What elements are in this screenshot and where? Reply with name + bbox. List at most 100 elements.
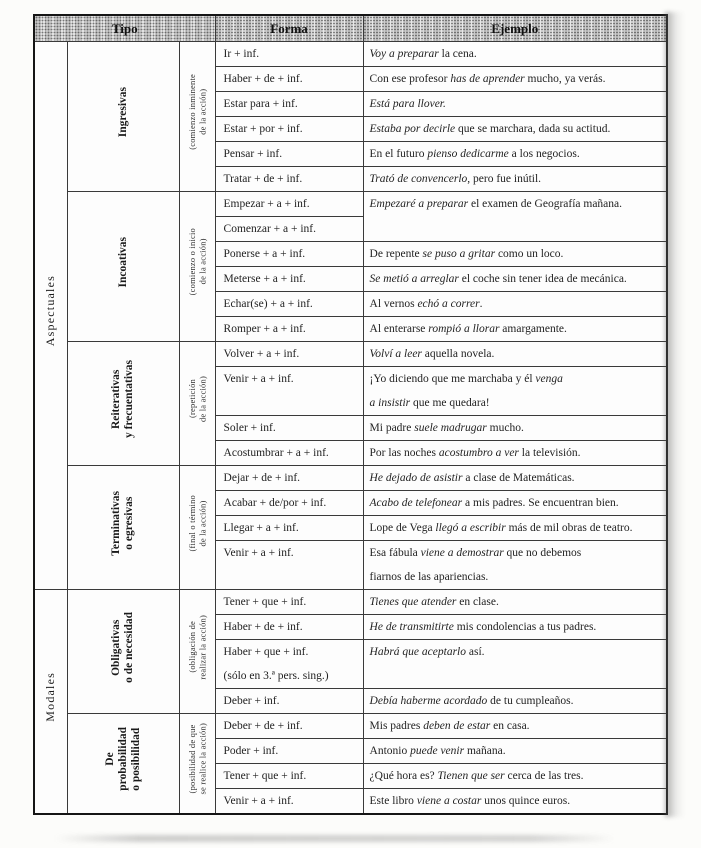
table-row: Comenzar + a + inf. [34, 216, 667, 242]
forma-cell: Tener + que + inf. [214, 589, 364, 615]
subtype-label: Obligativas o de necesidad [66, 589, 180, 714]
forma-cell: Tratar + de + inf. [214, 166, 364, 192]
ejemplo-cell: Se metió a arreglar el coche sin tener i… [362, 266, 668, 292]
ejemplo-cell: Al vernos echó a correr. [362, 291, 668, 317]
forma-cell: Haber + que + inf. (sólo en 3.ª pers. sin… [214, 639, 364, 689]
ejemplo-cell: Mi padre suele madrugar mucho. [362, 415, 668, 441]
subtype-label: Terminativas o egresivas [66, 465, 180, 590]
ejemplo-cell: Tienes que atender en clase. [362, 589, 668, 615]
forma-cell: Ponerse + a + inf. [214, 241, 364, 267]
ejemplo-cell: Voy a preparar la cena. [362, 41, 668, 67]
forma-cell: Deber + inf. [214, 688, 364, 714]
forma-cell: Soler + inf. [214, 415, 364, 441]
category-label-text: Aspectuales [43, 275, 58, 347]
forma-cell: Venir + a + inf. [214, 540, 364, 590]
subtype-description: (comienzo inminente de la acción) [178, 41, 216, 192]
forma-cell: Haber + de + inf. [214, 66, 364, 92]
scan-smudge-artifact [55, 835, 615, 842]
subtype-description-text: (posibilidad de que se realice la acción… [186, 723, 208, 795]
ejemplo-cell: Al enterarse rompió a llorar amargamente… [362, 316, 668, 342]
subtype-description: (comienzo o inicio de la acción) [178, 191, 216, 342]
forma-cell: Tener + que + inf. [214, 763, 364, 789]
table-row: Acabar + de/por + inf. Acabo de telefonea… [34, 490, 668, 516]
ejemplo-cell: Por las noches acostumbro a ver la telev… [362, 440, 668, 466]
ejemplo-cell: Volví a leer aquella novela. [362, 341, 668, 367]
ejemplo-cell: Estaba por decirle que se marchara, dada… [362, 116, 668, 142]
table-row: Meterse + a + inf. Se metió a arreglar el… [34, 266, 668, 292]
forma-cell: Acostumbrar + a + inf. [214, 440, 364, 466]
table-row: Acostumbrar + a + inf. Por las noches aco… [34, 440, 668, 466]
table-body: Aspectuales Ingresivas (comienzo inminente… [33, 41, 668, 815]
ejemplo-cell: He dejado de asistir a clase de Matemáti… [362, 465, 668, 491]
subtype-label-text: Incoativas [116, 236, 129, 288]
subtype-description: (repetición de la acción) [178, 341, 216, 466]
table-row: De probabilidad o posibilidad (posibilida… [34, 713, 668, 815]
forma-cell: Echar(se) + a + inf. [214, 291, 364, 317]
subtype-label-text: Reiterativas y frecuentativas [110, 359, 135, 439]
forma-cell: Ir + inf. [214, 41, 364, 67]
subtype-description: (posibilidad de que se realice la acción… [178, 713, 216, 815]
forma-cell: Comenzar + a + inf. [214, 216, 364, 242]
subtype-description: (final o término de la acción) [178, 465, 216, 590]
forma-cell: Estar + por + inf. [214, 116, 364, 142]
ejemplo-cell: Empezaré a preparar el examen de Geograf… [362, 191, 668, 242]
ejemplo-cell: Con ese profesor has de aprender mucho, … [362, 66, 668, 92]
ejemplo-cell: Trató de convencerlo, pero fue inútil. [362, 166, 668, 192]
table-row: Haber + de + inf. He de transmitirte mis … [34, 614, 668, 640]
ejemplo-cell: Está para llover. [362, 91, 668, 117]
table-row: Ponerse + a + inf. De repente se puso a g… [34, 241, 668, 267]
subtype-description-text: (repetición de la acción) [186, 375, 208, 423]
table-row: Poder + inf. Antonio puede venir mañana. [34, 738, 668, 764]
ejemplo-cell: ¿Qué hora es? Tienen que ser cerca de la… [362, 763, 668, 789]
scan-shadow-artifact [665, 12, 685, 817]
periphrasis-table: Tipo Forma Ejemplo Aspectuales Ingresivas… [33, 14, 669, 815]
forma-cell: Dejar + de + inf. [214, 465, 364, 491]
table-row: Estar + por + inf. Estaba por decirle que… [34, 116, 668, 142]
forma-cell: Romper + a + inf. [214, 316, 364, 342]
table-row: Terminativas o egresivas (final o término… [34, 465, 668, 590]
scanned-grammar-table: Tipo Forma Ejemplo Aspectuales Ingresivas… [33, 14, 669, 815]
table-row: Incoativas (comienzo o inicio de la acció… [34, 191, 668, 342]
subtype-description-text: (comienzo o inicio de la acción) [186, 228, 208, 296]
table-row: Deber + inf. Debía haberme acordado de tu… [34, 688, 668, 714]
forma-cell: Empezar + a + inf. [214, 191, 364, 217]
column-header-ejemplo: Ejemplo [362, 14, 668, 42]
category-label-text: Modales [43, 672, 58, 722]
subtype-description: (obligación de realizar la acción) [178, 589, 216, 714]
subtype-label-text: Terminativas o egresivas [110, 490, 135, 556]
forma-cell: Poder + inf. [214, 738, 364, 764]
ejemplo-cell: Este libro viene a costar unos quince eu… [362, 788, 668, 815]
table-row: Haber + de + inf. Con ese profesor has de… [34, 66, 668, 92]
ejemplo-cell: Acabo de telefonear a mis padres. Se enc… [362, 490, 668, 516]
table-row: Modales Obligativas o de necesidad (obliga… [33, 589, 668, 815]
table-row: Venir + a + inf. Este libro viene a costa… [34, 788, 668, 815]
column-header-forma: Forma [214, 14, 364, 42]
subtype-description-text: (final o término de la acción) [186, 494, 208, 552]
subtype-description-text: (comienzo inminente de la acción) [186, 74, 208, 150]
forma-cell: Haber + de + inf. [214, 614, 364, 640]
table-row: Romper + a + inf. Al enterarse rompió a l… [34, 316, 668, 342]
forma-cell: Meterse + a + inf. [214, 266, 364, 292]
ejemplo-cell: Esa fábula viene a demostrar que no debe… [362, 540, 668, 590]
subtype-label: Reiterativas y frecuentativas [66, 341, 180, 466]
table-row: Llegar + a + inf. Lope de Vega llegó a es… [34, 515, 668, 541]
forma-cell: Llegar + a + inf. [214, 515, 364, 541]
table-row: Pensar + inf. En el futuro pienso dedicar… [34, 141, 668, 167]
ejemplo-cell: Lope de Vega llegó a escribir más de mil… [362, 515, 668, 541]
forma-cell: Volver + a + inf. [214, 341, 364, 367]
subtype-description-text: (obligación de realizar la acción) [186, 614, 208, 680]
forma-cell: Venir + a + inf. [214, 788, 364, 815]
table-row: Haber + que + inf. (sólo en 3.ª pers. sin… [34, 639, 668, 689]
table-row: Aspectuales Ingresivas (comienzo inminente… [33, 41, 668, 590]
column-header-tipo: Tipo [33, 14, 216, 42]
ejemplo-cell: En el futuro pienso dedicarme a los nego… [362, 141, 668, 167]
subtype-label-text: De probabilidad o posibilidad [103, 727, 142, 791]
forma-cell: Venir + a + inf. [214, 366, 364, 416]
subtype-label: Incoativas [66, 191, 180, 342]
table-row: Reiterativas y frecuentativas (repetición… [34, 341, 668, 466]
forma-cell: Deber + de + inf. [214, 713, 364, 739]
ejemplo-cell: De repente se puso a gritar como un loco… [362, 241, 668, 267]
table-row: Venir + a + inf. Esa fábula viene a demos… [34, 540, 668, 590]
table-row: Tener + que + inf. ¿Qué hora es? Tienen q… [34, 763, 668, 789]
subtype-label-text: Obligativas o de necesidad [110, 611, 135, 683]
